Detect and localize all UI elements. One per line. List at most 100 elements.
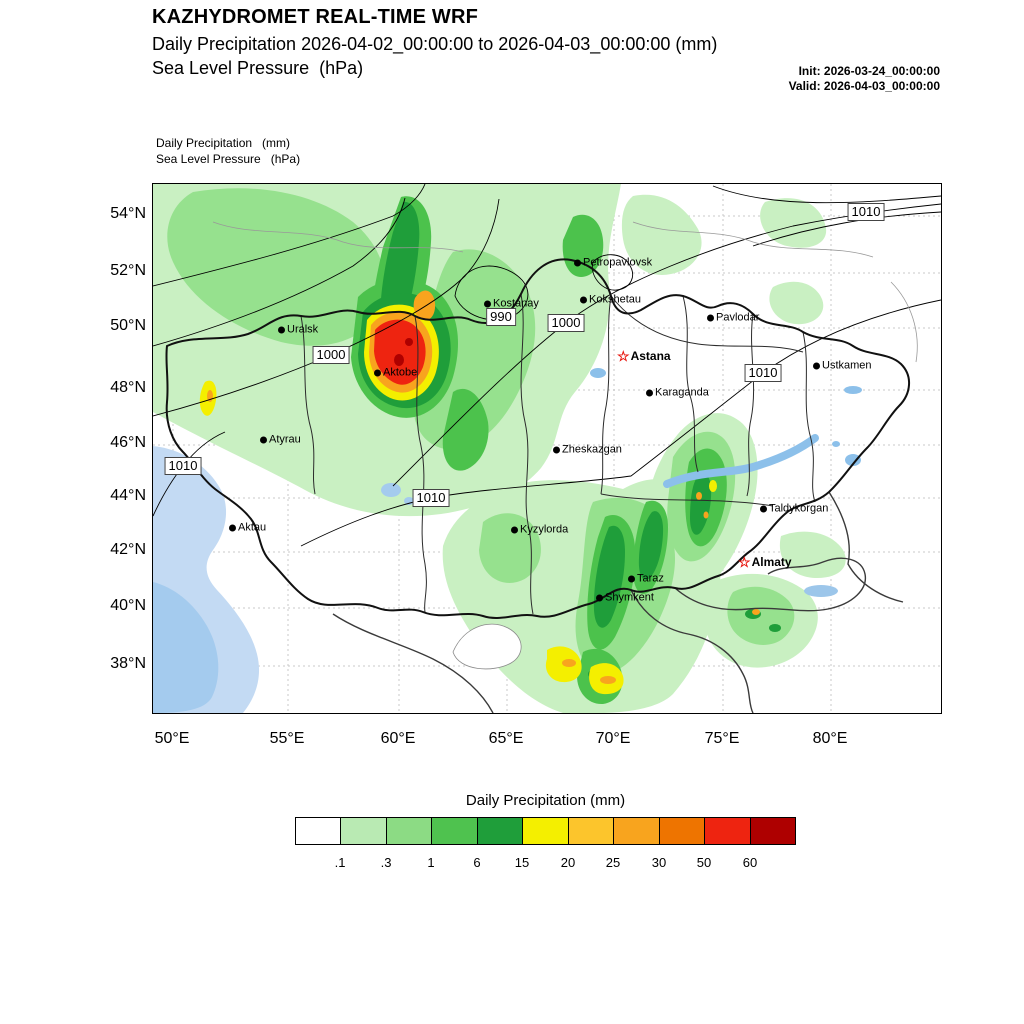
city-marker: Aktobe bbox=[374, 366, 418, 379]
city-marker: Pavlodar bbox=[707, 311, 760, 324]
city-marker: Atyrau bbox=[260, 434, 301, 446]
city-marker: Kokshetau bbox=[580, 294, 641, 306]
colorbar-cell bbox=[522, 817, 569, 845]
water-bodies bbox=[153, 368, 862, 713]
city-label: Aktobe bbox=[383, 366, 418, 379]
city-marker: Zheskazgan bbox=[553, 443, 622, 456]
precip-shading-darkred bbox=[394, 338, 413, 366]
capital-city-marker: ☆ Almaty bbox=[738, 555, 792, 569]
city-dot-icon bbox=[596, 594, 603, 602]
lon-label: 80°E bbox=[812, 730, 848, 747]
lat-label: 38°N bbox=[110, 655, 146, 672]
colorbar-tick: 15 bbox=[514, 855, 530, 870]
map-legend-precip: Daily Precipitation (mm) bbox=[156, 136, 291, 150]
city-label: Uralsk bbox=[287, 323, 319, 336]
region-borders bbox=[300, 293, 816, 615]
city-label: Almaty bbox=[751, 555, 792, 569]
colorbar-cell bbox=[295, 817, 342, 845]
pressure-label: 1000 bbox=[547, 314, 585, 332]
city-dot-icon bbox=[553, 446, 560, 454]
map-legend-slp: Sea Level Pressure (hPa) bbox=[156, 152, 301, 166]
colorbar-cell bbox=[613, 817, 660, 845]
colorbar-cell bbox=[567, 817, 615, 845]
city-label: Petropavlovsk bbox=[583, 256, 653, 269]
aral-sea bbox=[381, 483, 401, 497]
no-precip-contour bbox=[452, 623, 522, 670]
city-label: Zheskazgan bbox=[562, 443, 622, 456]
map-frame: Petropavlovsk Kostanay Kokshetau Pavloda… bbox=[152, 183, 942, 714]
city-label: Ustkamen bbox=[822, 359, 872, 372]
city-dot-icon bbox=[229, 524, 236, 532]
colorbar-title: Daily Precipitation (mm) bbox=[465, 792, 626, 809]
city-label: Kostanay bbox=[493, 297, 539, 310]
colorbar-cell bbox=[749, 817, 796, 845]
city-marker: Shymkent bbox=[596, 591, 654, 604]
city-label: Karaganda bbox=[655, 386, 709, 399]
city-label: Taraz bbox=[637, 572, 664, 585]
caspian-sea-south bbox=[153, 582, 219, 713]
city-dot-icon bbox=[813, 362, 820, 370]
colorbar-tick: 20 bbox=[560, 855, 576, 870]
city-dot-icon bbox=[580, 296, 587, 304]
lake-sasykkol bbox=[832, 441, 840, 447]
colorbar bbox=[295, 817, 796, 845]
lat-label: 54°N bbox=[110, 205, 146, 222]
city-marker: Taldykorgan bbox=[760, 502, 829, 515]
lat-label: 40°N bbox=[110, 597, 146, 614]
city-marker: Petropavlovsk bbox=[574, 256, 653, 269]
capital-city-marker: ☆ Astana bbox=[617, 349, 671, 363]
city-label: Shymkent bbox=[605, 591, 654, 604]
colorbar-tick: 25 bbox=[605, 855, 621, 870]
init-time: Init: 2026-03-24_00:00:00 bbox=[798, 64, 940, 78]
pressure-label: 1010 bbox=[164, 457, 202, 475]
city-marker: Kostanay bbox=[484, 297, 539, 310]
city-dot-icon bbox=[374, 369, 381, 377]
city-dot-icon bbox=[760, 505, 767, 513]
lat-label: 50°N bbox=[110, 317, 146, 334]
lat-label: 44°N bbox=[110, 487, 146, 504]
city-dot-icon bbox=[707, 314, 714, 322]
pressure-label: 1010 bbox=[744, 364, 782, 382]
colorbar-tick: 50 bbox=[696, 855, 712, 870]
city-dot-icon bbox=[646, 389, 653, 397]
city-marker: Kyzylorda bbox=[511, 523, 569, 536]
colorbar-cell bbox=[704, 817, 751, 845]
lon-label: 75°E bbox=[704, 730, 740, 747]
lon-label: 60°E bbox=[380, 730, 416, 747]
pressure-label: 1010 bbox=[847, 203, 885, 221]
pressure-label: 1000 bbox=[312, 346, 350, 364]
lat-label: 52°N bbox=[110, 262, 146, 279]
city-dot-icon bbox=[574, 259, 581, 267]
lat-label: 46°N bbox=[110, 434, 146, 451]
colorbar-tick: 1 bbox=[427, 855, 435, 870]
lake-issykkul bbox=[804, 585, 838, 597]
city-label: Kyzylorda bbox=[520, 523, 569, 536]
city-label: Pavlodar bbox=[716, 311, 760, 324]
capital-star-icon: ☆ bbox=[738, 554, 751, 570]
city-marker: Uralsk bbox=[278, 323, 319, 336]
colorbar-cell bbox=[658, 817, 706, 845]
page-title: KAZHYDROMET REAL-TIME WRF bbox=[152, 6, 479, 28]
city-dot-icon bbox=[484, 300, 491, 308]
city-dot-icon bbox=[260, 436, 267, 444]
colorbar-tick: .1 bbox=[334, 855, 346, 870]
city-label: Taldykorgan bbox=[769, 502, 829, 515]
lon-label: 55°E bbox=[269, 730, 305, 747]
city-dot-icon bbox=[278, 326, 285, 334]
lake-zaysan bbox=[844, 386, 862, 394]
slp-subtitle: Sea Level Pressure (hPa) bbox=[152, 58, 364, 78]
colorbar-cell bbox=[476, 817, 524, 845]
lat-label: 42°N bbox=[110, 541, 146, 558]
city-marker: Ustkamen bbox=[813, 359, 872, 372]
lon-label: 70°E bbox=[595, 730, 631, 747]
city-marker: Karaganda bbox=[646, 386, 709, 399]
city-label: Aktau bbox=[238, 521, 267, 534]
lake-tengiz bbox=[590, 368, 606, 378]
city-label: Astana bbox=[630, 349, 671, 363]
colorbar-ticks: .1 .3 1 6 15 20 25 30 50 60 bbox=[295, 855, 796, 873]
pressure-label: 990 bbox=[486, 308, 516, 326]
valid-time: Valid: 2026-04-03_00:00:00 bbox=[788, 79, 940, 93]
lat-label: 48°N bbox=[110, 379, 146, 396]
city-dot-icon bbox=[511, 526, 518, 534]
city-marker: Aktau bbox=[229, 521, 267, 534]
